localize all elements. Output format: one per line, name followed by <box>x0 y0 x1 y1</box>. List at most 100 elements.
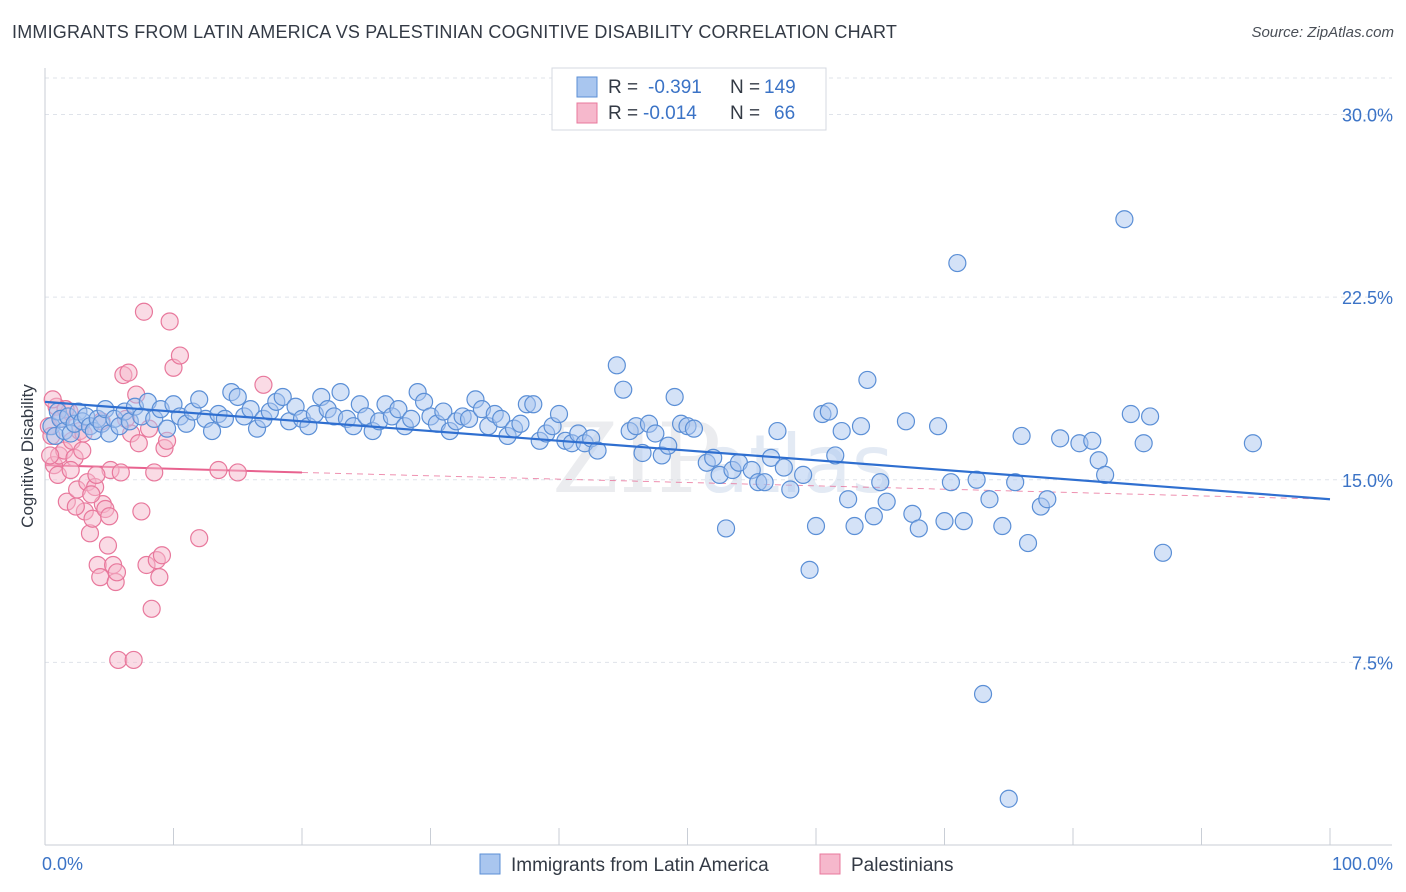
latin-america-point-102 <box>659 436 678 455</box>
trend-line-palestinians <box>44 464 1331 500</box>
palestinians-point-47 <box>160 312 179 331</box>
palestinians-point-54 <box>41 446 60 465</box>
y-tick-label-2: 22.5% <box>1342 288 1393 308</box>
palestinians-point-65 <box>107 563 127 582</box>
latin-america-point-121 <box>800 560 819 579</box>
latin-america-point-149 <box>1018 533 1038 553</box>
palestinians-point-31 <box>119 363 138 382</box>
stats-r-value-blue: -0.391 <box>648 77 702 98</box>
y-tick-label-1: 15.0% <box>1342 471 1393 491</box>
palestinians-point-33 <box>124 650 143 670</box>
latin-america-point-35 <box>215 409 234 428</box>
latin-america-point-83 <box>524 395 543 414</box>
y-axis-label: Cognitive Disability <box>18 384 37 528</box>
palestinians-point-53 <box>254 375 273 394</box>
latin-america-point-134 <box>896 412 916 431</box>
palestinians-point-27 <box>109 650 128 670</box>
latin-america-point-115 <box>755 473 774 492</box>
palestinians-point-49 <box>170 346 190 365</box>
latin-america-point-138 <box>935 512 954 531</box>
legend-label-palestinians: Palestinians <box>851 855 953 876</box>
latin-america-point-156 <box>1096 465 1115 484</box>
trend-line-latin-america-solid <box>44 400 1331 501</box>
latin-america-point-140 <box>948 253 967 273</box>
latin-america-point-143 <box>973 684 993 704</box>
latin-america-point-147 <box>1006 473 1025 492</box>
latin-america-point-31 <box>190 390 209 409</box>
latin-america-point-94 <box>607 356 626 375</box>
palestinians-point-40 <box>142 599 161 618</box>
latin-america-point-122 <box>806 516 826 536</box>
latin-america-point-53 <box>331 383 350 402</box>
stats-n-label-blue: N = <box>730 77 760 98</box>
y-tick-label-0: 7.5% <box>1352 653 1393 673</box>
x-tick-label-0: 0.0% <box>42 854 83 874</box>
palestinians-point-35 <box>129 434 148 453</box>
palestinians-point-43 <box>150 568 169 587</box>
latin-america-point-73 <box>459 409 479 428</box>
latin-america-point-154 <box>1083 431 1102 450</box>
trend-line-palestinians-solid <box>44 464 303 474</box>
palestinians-point-37 <box>134 302 154 321</box>
latin-america-point-124 <box>819 402 838 421</box>
latin-america-point-152 <box>1051 429 1070 448</box>
palestinians-point-28 <box>111 463 130 482</box>
palestinians-point-13 <box>73 441 92 460</box>
latin-america-point-98 <box>633 443 652 463</box>
palestinians-point-50 <box>190 529 209 548</box>
points-palestinians <box>39 302 273 670</box>
latin-america-point-137 <box>928 417 948 436</box>
latin-america-point-87 <box>549 404 569 424</box>
latin-america-point-117 <box>768 421 787 441</box>
legend-label-latin-america: Immigrants from Latin America <box>511 855 769 876</box>
latin-america-point-146 <box>999 789 1018 808</box>
latin-america-point-126 <box>832 421 851 441</box>
latin-america-point-103 <box>665 387 684 407</box>
latin-america-point-136 <box>909 519 928 538</box>
latin-america-point-161 <box>1153 543 1173 562</box>
latin-america-point-106 <box>684 419 704 438</box>
chart-source: Source: ZipAtlas.com <box>1251 24 1394 41</box>
latin-america-point-81 <box>511 414 530 433</box>
palestinians-point-58 <box>61 460 80 480</box>
latin-america-point-132 <box>871 473 890 492</box>
latin-america-point-159 <box>1134 434 1153 453</box>
latin-america-point-145 <box>993 516 1012 536</box>
latin-america-point-69 <box>434 402 453 421</box>
latin-america-point-100 <box>646 424 665 443</box>
latin-america-point-127 <box>839 490 858 509</box>
latin-america-point-131 <box>864 507 883 526</box>
latin-america-point-26 <box>157 419 177 438</box>
latin-america-point-110 <box>716 519 736 538</box>
stats-n-value-blue: 149 <box>764 77 796 98</box>
palestinians-point-64 <box>100 507 119 526</box>
latin-america-point-133 <box>877 492 896 511</box>
latin-america-point-33 <box>202 421 222 441</box>
palestinians-point-23 <box>98 536 118 555</box>
latin-america-point-62 <box>389 400 408 419</box>
y-tick-label-3: 30.0% <box>1342 106 1393 126</box>
latin-america-point-78 <box>492 409 511 428</box>
latin-america-point-142 <box>967 470 986 489</box>
stats-n-label-pink: N = <box>730 103 760 124</box>
stats-box: R = -0.391 N = 149 R = -0.014 N = 66 <box>551 67 827 131</box>
palestinians-point-20 <box>91 568 110 587</box>
x-tick-labels: 0.0% 100.0% <box>42 854 1393 874</box>
latin-america-point-157 <box>1121 404 1140 424</box>
y-tick-labels: 7.5% 15.0% 22.5% 30.0% <box>1342 106 1393 674</box>
latin-america-point-144 <box>980 490 999 509</box>
latin-america-point-120 <box>794 465 813 484</box>
latin-america-point-129 <box>851 417 871 436</box>
latin-america-point-118 <box>774 458 793 477</box>
latin-america-point-93 <box>588 441 607 460</box>
stats-n-value-pink: 66 <box>774 103 795 124</box>
trend-line-latin-america <box>44 400 1331 501</box>
palestinians-point-59 <box>66 497 85 516</box>
latin-america-point-128 <box>845 516 864 536</box>
palestinians-point-61 <box>82 485 101 504</box>
latin-america-point-139 <box>941 473 961 492</box>
latin-america-point-151 <box>1038 490 1057 509</box>
latin-america-point-158 <box>1115 210 1134 229</box>
latin-america-point-37 <box>228 387 247 407</box>
palestinians-point-44 <box>152 546 172 565</box>
